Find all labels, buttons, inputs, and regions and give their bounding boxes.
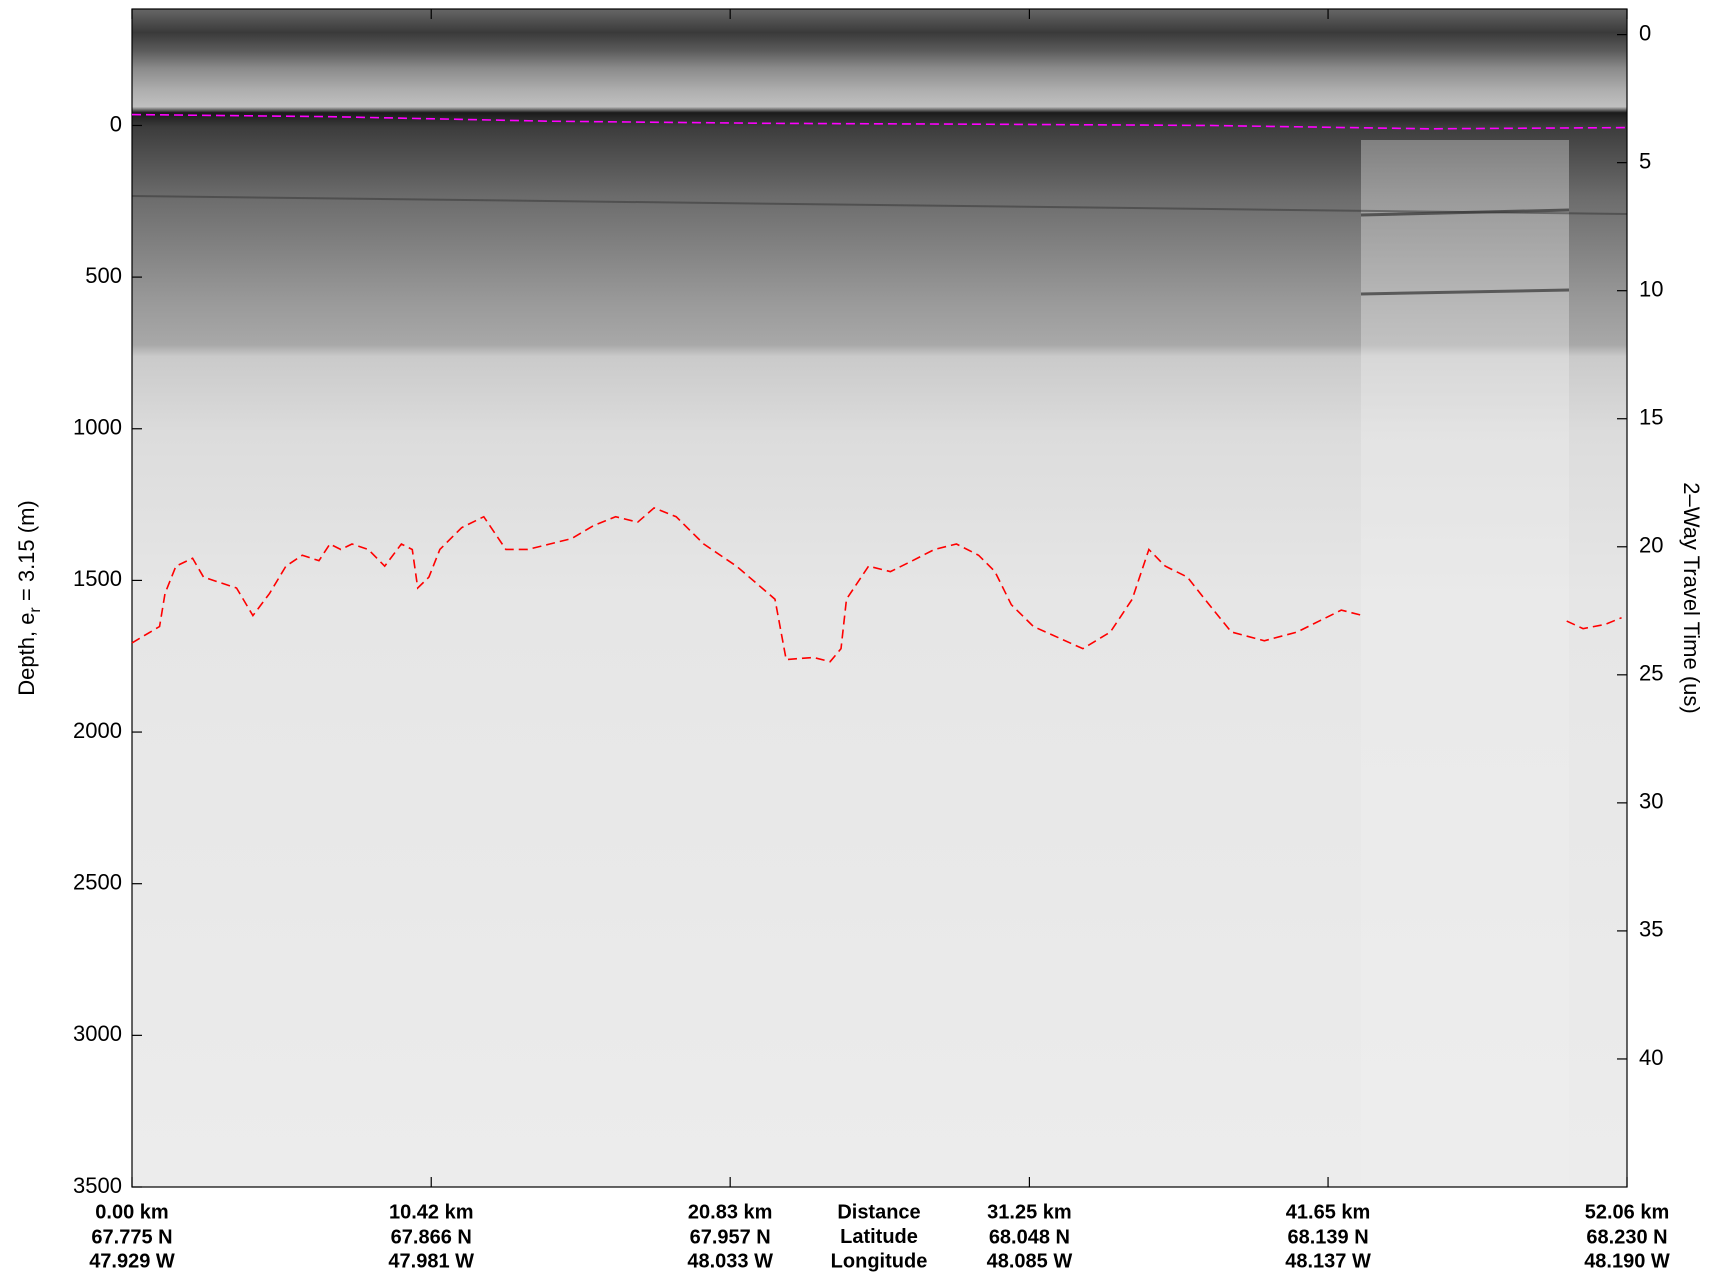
plot-frame [131, 8, 1628, 1188]
layer [131, 195, 1628, 215]
y-tick-label: 2000 [73, 718, 122, 743]
y2-tick-label: 35 [1639, 917, 1663, 942]
y-tick-label: 3000 [73, 1021, 122, 1046]
longitude-label: 47.929 W [89, 1250, 175, 1272]
longitude-label: 47.981 W [388, 1250, 474, 1272]
x-tick-label: 52.06 km [1585, 1201, 1670, 1223]
y-tick-label: 1500 [73, 566, 122, 591]
y2-tick-label: 10 [1639, 277, 1663, 302]
latitude-label: 68.230 N [1586, 1226, 1667, 1248]
pick-line [131, 113, 1628, 130]
x-tick-label: 41.65 km [1286, 1201, 1371, 1223]
y2-tick-label: 40 [1639, 1045, 1663, 1070]
layer [1360, 288, 1570, 296]
longitude-label: 48.137 W [1285, 1250, 1371, 1272]
y2-tick-label: 15 [1639, 405, 1663, 430]
latitude-label: 68.048 N [989, 1226, 1070, 1248]
y2-tick-label: 30 [1639, 789, 1663, 814]
pick-line [1566, 616, 1622, 630]
longitude-label: 48.190 W [1584, 1250, 1670, 1272]
latitude-label: 67.775 N [91, 1226, 172, 1248]
longitude-label: 48.033 W [687, 1250, 773, 1272]
y-tick-label: 500 [85, 263, 122, 288]
y2-tick-label: 20 [1639, 533, 1663, 558]
x-tick-label: 31.25 km [987, 1201, 1072, 1223]
y2-tick-label: 5 [1639, 148, 1651, 173]
y2-tick-label: 0 [1639, 20, 1651, 45]
row-label: Longitude [831, 1250, 928, 1272]
pick-line [131, 506, 1364, 663]
y2-tick-label: 25 [1639, 661, 1663, 686]
row-label: Distance [837, 1201, 920, 1223]
echogram-patch [1361, 140, 1569, 1187]
x-tick-label: 10.42 km [389, 1201, 474, 1223]
y-tick-label: 3500 [73, 1173, 122, 1198]
y-tick-label: 0 [110, 111, 122, 136]
y-tick-label: 1000 [73, 415, 122, 440]
longitude-label: 48.085 W [987, 1250, 1073, 1272]
latitude-label: 68.139 N [1287, 1226, 1368, 1248]
row-label: Latitude [840, 1226, 918, 1248]
latitude-label: 67.957 N [690, 1226, 771, 1248]
y-axis-label: Depth, er = 3.15 (m) [14, 500, 44, 695]
latitude-label: 67.866 N [391, 1226, 472, 1248]
y-tick-label: 2500 [73, 870, 122, 895]
x-tick-label: 0.00 km [95, 1201, 168, 1223]
y2-axis-label: 2–Way Travel Time (us) [1679, 482, 1704, 713]
x-tick-label: 20.83 km [688, 1201, 773, 1223]
